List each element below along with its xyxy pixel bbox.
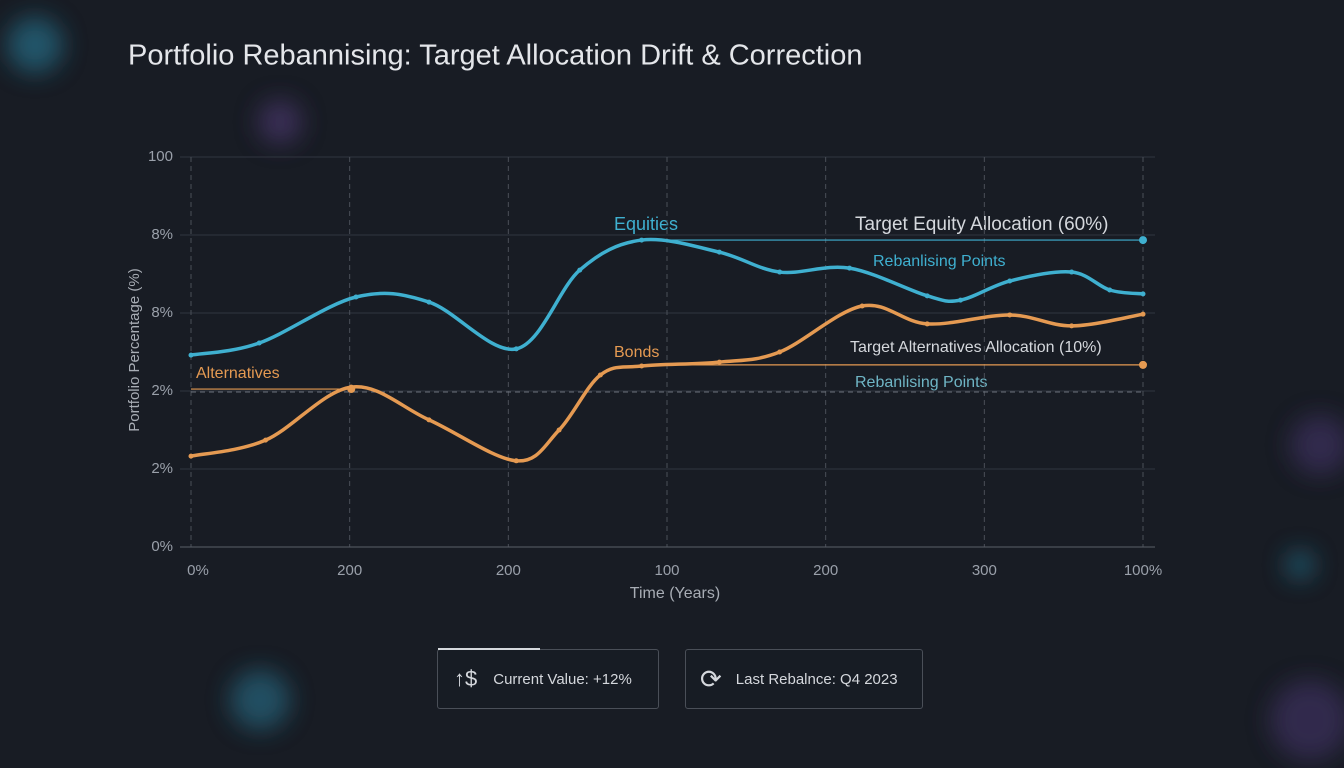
data-point <box>924 321 930 327</box>
data-point <box>256 340 262 346</box>
data-point <box>1069 269 1075 275</box>
x-tick-label: 200 <box>813 562 838 579</box>
y-tick-label: 8% <box>151 226 173 243</box>
series-label: Bonds <box>614 344 659 361</box>
y-tick-label: 2% <box>151 460 173 477</box>
data-point <box>577 267 583 273</box>
data-point <box>639 237 645 243</box>
reference-point <box>1139 360 1147 369</box>
card: ↑$ Current Value: +12% <box>437 648 659 709</box>
data-point <box>1140 311 1146 317</box>
x-tick-label: 100% <box>1124 562 1162 579</box>
data-point <box>513 458 519 464</box>
data-point <box>777 349 783 355</box>
y-tick-label: 0% <box>151 538 173 555</box>
card-accent <box>438 648 540 650</box>
data-point <box>348 384 354 390</box>
annotation: Target Alternatives Allocation (10%) <box>850 339 1102 356</box>
data-point <box>958 297 964 303</box>
data-point <box>716 359 722 365</box>
data-point <box>859 303 865 309</box>
data-point <box>188 453 194 459</box>
y-axis-label: Portfolio Percentage (%) <box>126 268 143 431</box>
card: ⟳ Last Rebalnce: Q4 2023 <box>685 649 923 709</box>
card-text: Current Value: +12% <box>493 670 632 688</box>
data-point <box>426 299 432 305</box>
data-point <box>1007 312 1013 318</box>
data-point <box>846 265 852 271</box>
data-point <box>777 269 783 275</box>
x-tick-label: 200 <box>337 562 362 579</box>
y-tick-label: 8% <box>151 304 173 321</box>
y-tick-label: 100 <box>148 148 173 165</box>
data-point <box>716 249 722 255</box>
chart-title: Portfolio Rebannising: Target Allocation… <box>128 40 863 72</box>
data-point <box>597 372 603 378</box>
data-point <box>1007 278 1013 284</box>
data-point <box>353 294 359 300</box>
reference-point <box>1139 236 1147 245</box>
data-point <box>556 427 562 433</box>
background-decor <box>7 17 1344 760</box>
series-label: Equities <box>614 214 678 234</box>
data-point <box>1069 323 1075 329</box>
icon: ⟳ <box>700 663 722 694</box>
data-point <box>426 417 432 423</box>
data-point <box>513 346 519 352</box>
x-tick-label: 0% <box>187 562 209 579</box>
data-point <box>639 363 645 369</box>
data-point <box>188 352 194 358</box>
x-tick-label: 200 <box>496 562 521 579</box>
annotation: Rebanlising Points <box>873 253 1006 270</box>
annotation: Rebanlising Points <box>855 374 988 391</box>
x-axis-label: Time (Years) <box>630 585 720 602</box>
y-tick-label: 2% <box>151 382 173 399</box>
data-point <box>924 293 930 299</box>
card-text: Last Rebalnce: Q4 2023 <box>735 670 898 688</box>
annotation: Alternatives <box>196 365 280 382</box>
data-point <box>1140 291 1146 297</box>
annotation: Target Equity Allocation (60%) <box>855 214 1108 235</box>
data-point <box>1107 287 1113 293</box>
x-tick-label: 300 <box>972 562 997 579</box>
data-point <box>263 437 269 443</box>
x-tick-label: 100 <box>654 562 679 579</box>
icon: ↑$ <box>454 666 478 691</box>
